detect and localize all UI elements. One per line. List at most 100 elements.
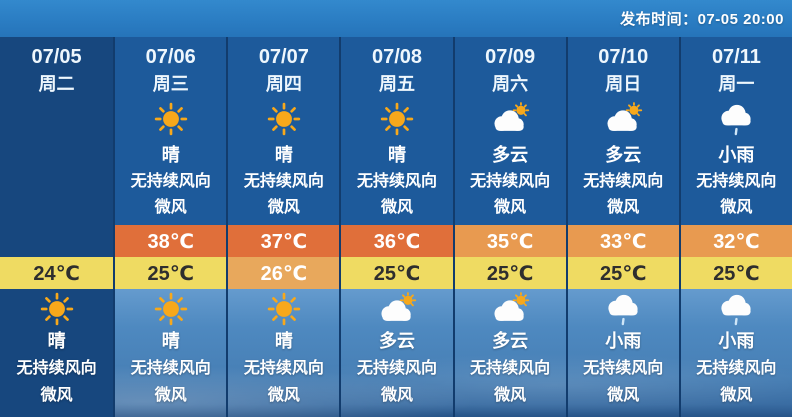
wind-direction-label: 无持续风向: [696, 360, 777, 377]
wind-force-label: 微风: [267, 387, 300, 404]
high-temp-cell: 37℃: [226, 225, 340, 257]
wind-force-label: 微风: [154, 387, 187, 404]
wind-force-label: 微风: [607, 199, 640, 216]
wind-force-label: 微风: [380, 199, 413, 216]
night-cell: 晴 无持续风向 微风: [113, 289, 226, 417]
wind-direction-label: 无持续风向: [583, 360, 664, 377]
date-label: 07/06: [145, 46, 196, 68]
date-label: 07/05: [31, 46, 82, 68]
day-cell: 07/09 周六 多云 无持续风向 微风: [452, 37, 566, 225]
condition-label: 多云: [605, 145, 642, 165]
weekday-label: 周一: [718, 74, 755, 94]
wind-direction-label: 无持续风向: [16, 360, 97, 377]
wind-force-label: 微风: [40, 387, 73, 404]
date-label: 07/08: [371, 46, 423, 68]
sun-cloud-icon: [341, 291, 452, 327]
high-temp-cell: 32℃: [678, 225, 792, 257]
wind-direction-label: 无持续风向: [243, 173, 324, 190]
low-temp-band: 24℃ 25℃ 26℃ 25℃ 25℃ 25℃ 25℃: [0, 257, 792, 289]
wind-direction-label: 无持续风向: [356, 173, 437, 190]
wind-force-label: 微风: [494, 387, 527, 404]
condition-label: 晴: [274, 331, 293, 351]
high-temp-band: 38℃ 37℃ 36℃ 35℃ 33℃ 32℃: [0, 225, 792, 257]
wind-direction-label: 无持续风向: [243, 360, 324, 377]
weekday-label: 周日: [605, 74, 642, 94]
wind-direction-label: 无持续风向: [130, 173, 211, 190]
night-cell: 多云 无持续风向 微风: [452, 289, 566, 417]
date-label: 07/09: [485, 46, 536, 68]
day-cell: 07/07 周四 晴 无持续风向 微风: [226, 37, 339, 225]
low-temp-cell: 25℃: [452, 257, 566, 289]
night-forecast-band: 晴 无持续风向 微风 晴 无持续风向 微风 晴 无持续风向 微风 多云 无持续风…: [0, 289, 792, 417]
high-temp-cell: 33℃: [565, 225, 679, 257]
night-cell: 小雨 无持续风向 微风: [678, 289, 792, 417]
wind-force-label: 微风: [720, 199, 753, 216]
high-temp-cell: [0, 225, 114, 257]
condition-label: 晴: [387, 145, 406, 165]
wind-force-label: 微风: [154, 199, 187, 216]
low-temp-cell: 24℃: [0, 257, 114, 289]
low-temp-cell: 26℃: [226, 257, 340, 289]
top-bar: 发布时间：07-05 20:00: [0, 0, 792, 37]
weekday-label: 周三: [152, 74, 189, 94]
wind-direction-label: 无持续风向: [130, 360, 211, 377]
high-temp-cell: 35℃: [452, 225, 566, 257]
high-temp-cell: 36℃: [339, 225, 453, 257]
condition-label: 晴: [161, 145, 180, 165]
weekday-label: 周二: [38, 74, 75, 94]
wind-direction-label: 无持续风向: [470, 360, 551, 377]
sun-icon: [115, 291, 226, 327]
date-label: 07/07: [258, 46, 309, 68]
weekday-label: 周六: [492, 74, 529, 94]
sun-icon: [228, 97, 339, 141]
date-label: 07/11: [711, 46, 761, 68]
low-temp-cell: 25℃: [339, 257, 453, 289]
day-cell: 07/10 周日 多云 无持续风向 微风: [565, 37, 679, 225]
day-forecast-band: 07/05 周二 07/06 周三 晴 无持续风向 微风 07/07 周四 晴 …: [0, 37, 792, 225]
weekday-label: 周五: [378, 74, 415, 94]
condition-label: 小雨: [718, 331, 755, 351]
wind-direction-label: 无持续风向: [583, 173, 664, 190]
rain-cloud-icon: [681, 291, 792, 327]
night-cell: 晴 无持续风向 微风: [226, 289, 339, 417]
rain-cloud-icon: [681, 97, 792, 141]
condition-label: 多云: [492, 145, 529, 165]
sun-icon: [341, 97, 452, 141]
condition-label: 小雨: [605, 331, 642, 351]
night-cell-today: 晴 无持续风向 微风: [0, 289, 114, 417]
wind-force-label: 微风: [380, 387, 413, 404]
low-temp-cell: 25℃: [113, 257, 227, 289]
condition-label: 多云: [378, 331, 415, 351]
condition-label: 多云: [492, 331, 529, 351]
date-label: 07/10: [598, 46, 649, 68]
sun-icon: [0, 291, 113, 327]
day-cell: 07/06 周三 晴 无持续风向 微风: [113, 37, 226, 225]
wind-direction-label: 无持续风向: [356, 360, 437, 377]
day-cell: 07/08 周五 晴 无持续风向 微风: [339, 37, 452, 225]
day-cell: 07/11 周一 小雨 无持续风向 微风: [678, 37, 792, 225]
release-time-label: 发布时间：07-05 20:00: [620, 11, 784, 28]
low-temp-cell: 25℃: [678, 257, 792, 289]
sun-icon: [228, 291, 339, 327]
wind-direction-label: 无持续风向: [696, 173, 777, 190]
wind-direction-label: 无持续风向: [470, 173, 551, 190]
night-cell: 小雨 无持续风向 微风: [565, 289, 679, 417]
day-cell-today: 07/05 周二: [0, 37, 114, 225]
wind-force-label: 微风: [720, 387, 753, 404]
sun-cloud-icon: [455, 97, 566, 141]
condition-label: 晴: [274, 145, 293, 165]
sun-cloud-icon: [568, 97, 679, 141]
high-temp-cell: 38℃: [113, 225, 227, 257]
rain-cloud-icon: [568, 291, 679, 327]
sun-cloud-icon: [455, 291, 566, 327]
night-cell: 多云 无持续风向 微风: [339, 289, 452, 417]
wind-force-label: 微风: [267, 199, 300, 216]
wind-force-label: 微风: [607, 387, 640, 404]
condition-label: 晴: [161, 331, 180, 351]
low-temp-cell: 25℃: [565, 257, 679, 289]
condition-label: 晴: [47, 331, 66, 351]
sun-icon: [115, 97, 226, 141]
weekday-label: 周四: [265, 74, 302, 94]
condition-label: 小雨: [718, 145, 755, 165]
